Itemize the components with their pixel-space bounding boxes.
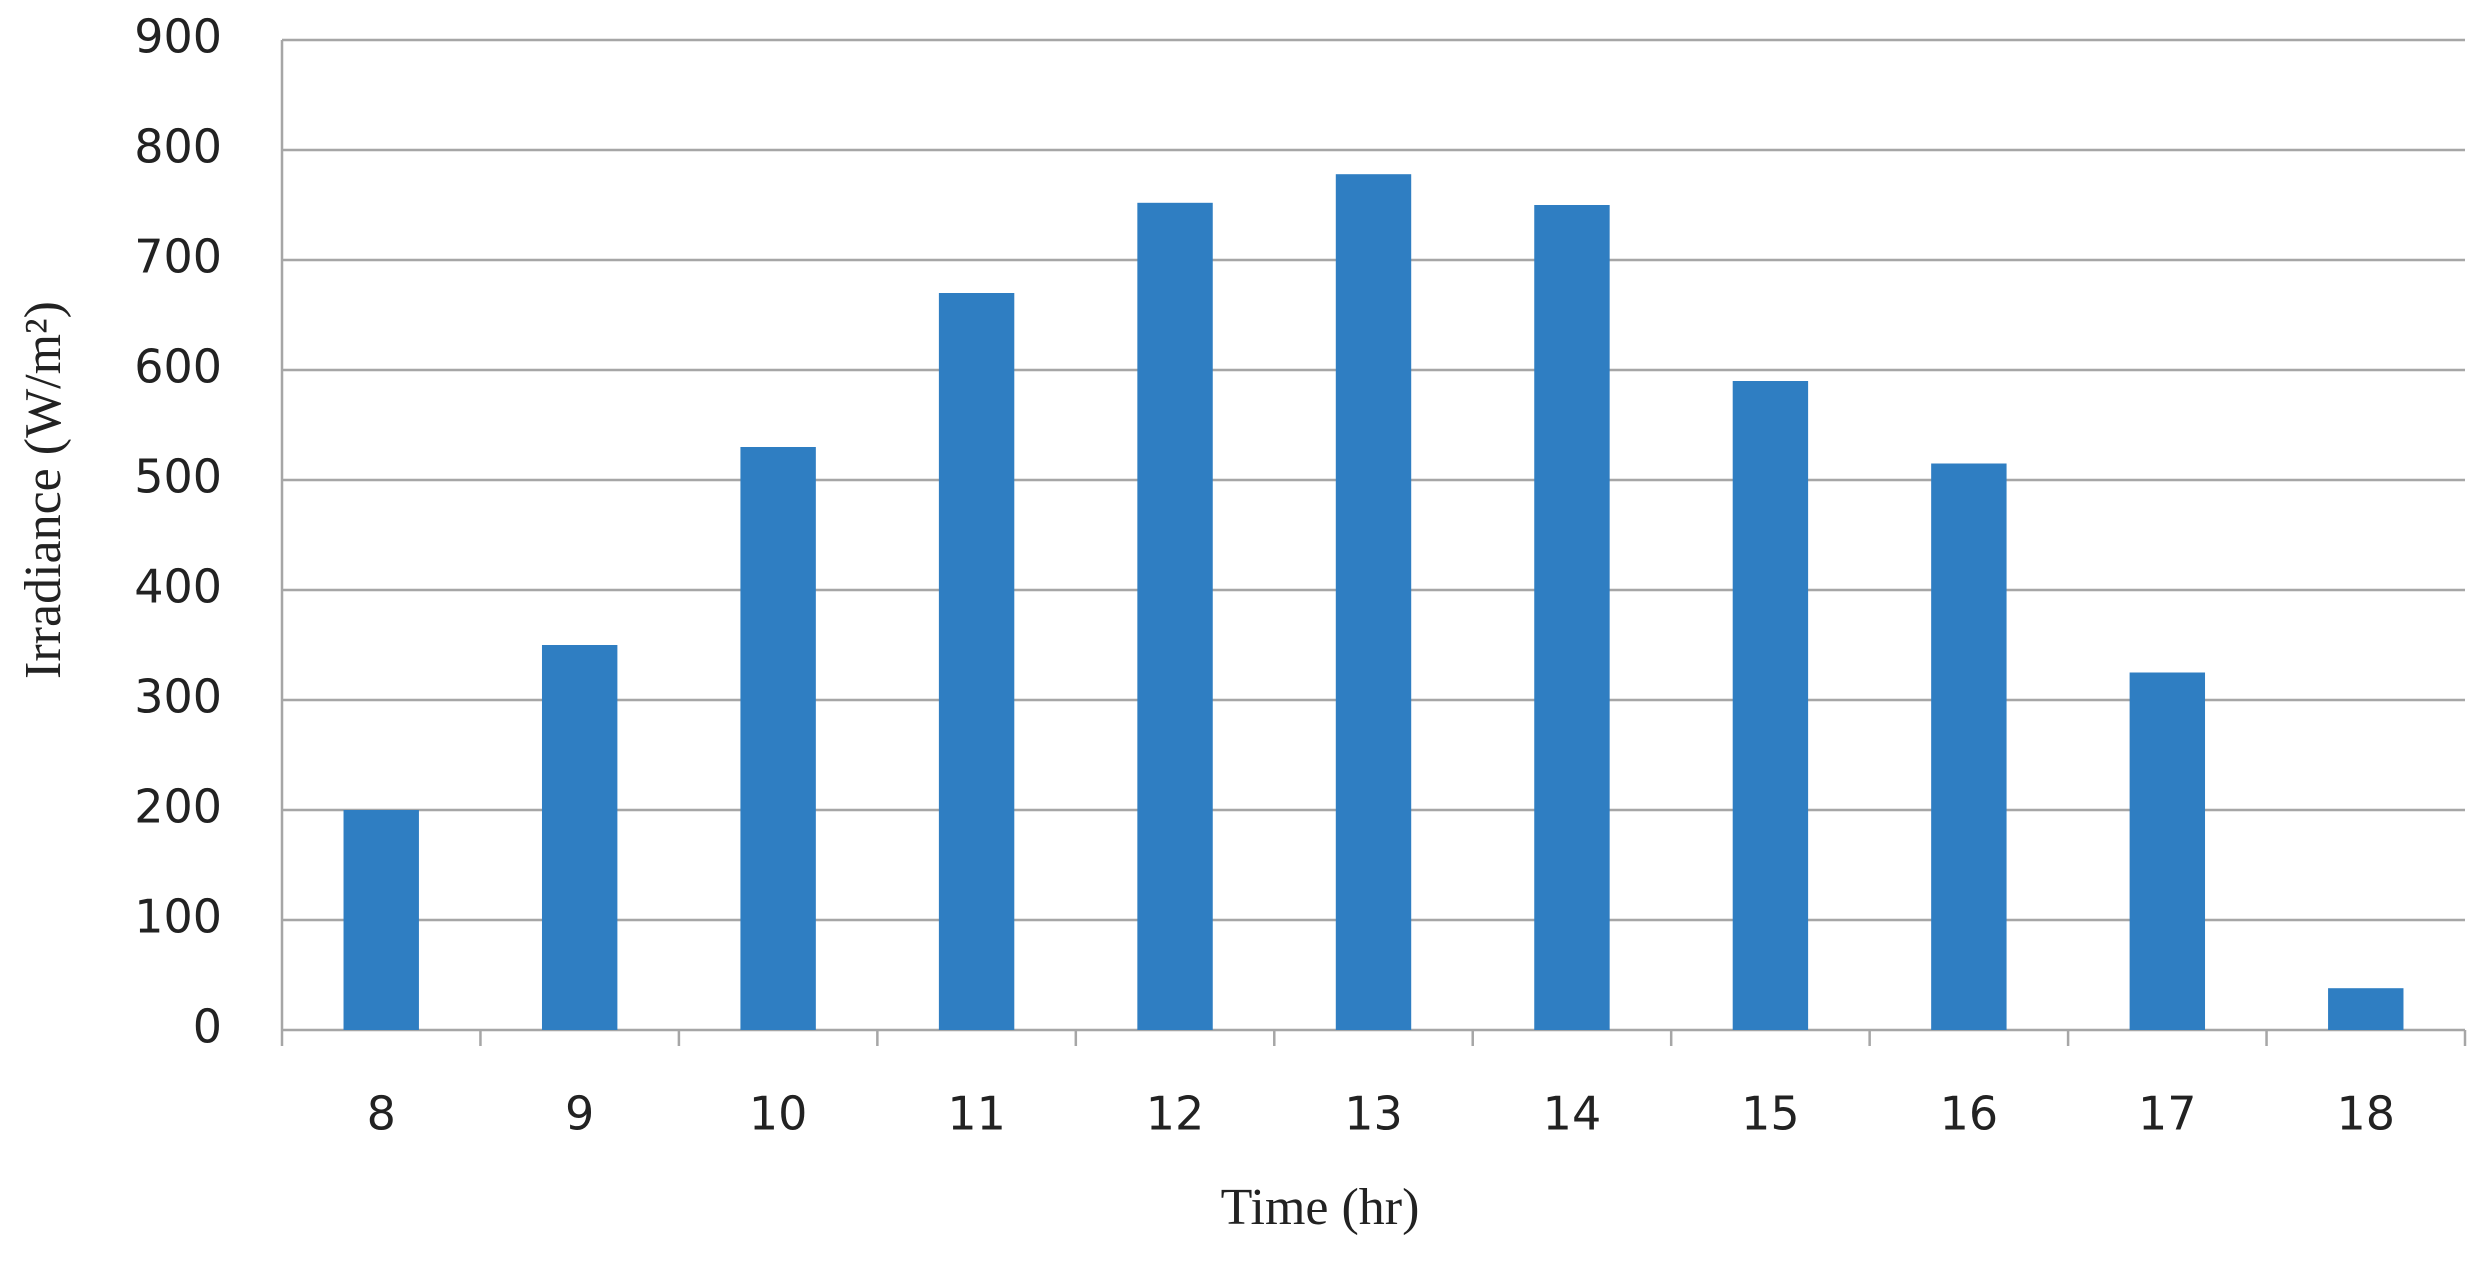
x-tick-label: 11 (947, 1087, 1006, 1141)
bar (1534, 205, 1610, 1030)
y-tick-label: 900 (134, 10, 222, 64)
bar (1931, 463, 2007, 1030)
y-tick-label: 100 (134, 890, 222, 944)
x-tick-label: 8 (367, 1087, 396, 1141)
x-tick-label: 12 (1146, 1087, 1205, 1141)
y-tick-label: 600 (134, 340, 222, 394)
bar (1732, 381, 1809, 1030)
x-tick-label: 13 (1344, 1087, 1403, 1141)
bar (2328, 988, 2404, 1030)
x-tick-label: 9 (565, 1087, 594, 1141)
y-tick-label: 400 (134, 560, 222, 614)
y-tick-label: 300 (134, 670, 222, 724)
x-axis-title: Time (hr) (1221, 1179, 1420, 1236)
bar (938, 293, 1015, 1030)
x-tick-label: 10 (749, 1087, 808, 1141)
bar (1137, 202, 1213, 1031)
x-tick-label: 17 (2138, 1087, 2197, 1141)
x-tick-label: 16 (1940, 1087, 1999, 1141)
bar (2129, 672, 2206, 1030)
bar (1335, 174, 1412, 1030)
x-tick-label: 18 (2336, 1087, 2395, 1141)
x-tick-label: 15 (1741, 1087, 1800, 1141)
y-tick-label: 500 (134, 450, 222, 504)
y-tick-label: 0 (193, 1000, 222, 1054)
y-axis-title: Irradiance (W/m²) (15, 301, 72, 679)
bar (343, 810, 419, 1030)
x-tick-label: 14 (1543, 1087, 1602, 1141)
bar (740, 447, 816, 1030)
bar (541, 645, 618, 1030)
y-tick-label: 700 (134, 230, 222, 284)
y-tick-label: 800 (134, 120, 222, 174)
y-tick-label: 200 (134, 780, 222, 834)
